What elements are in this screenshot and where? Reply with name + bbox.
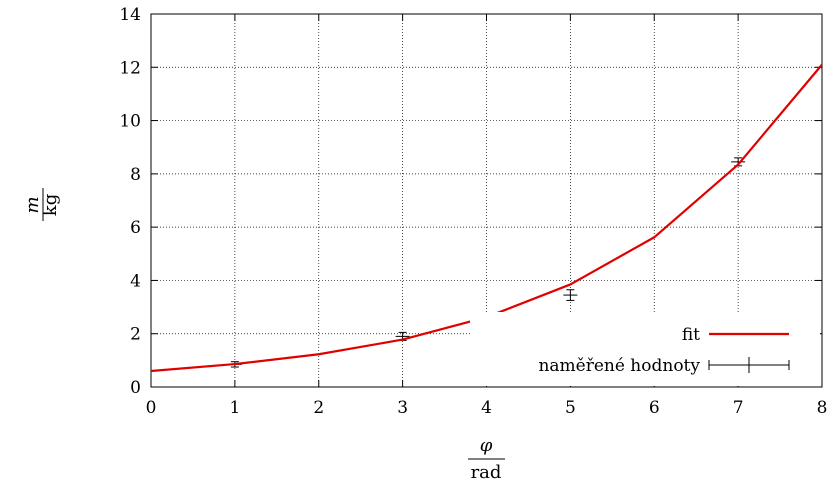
- legend-label-fit: fit: [682, 325, 700, 345]
- legend-background: [470, 312, 820, 386]
- y-tick-label: 0: [130, 378, 141, 398]
- legend-swatch-measured: [708, 357, 790, 373]
- x-axis-label-numerator: φ: [480, 435, 493, 456]
- y-axis-label: m kg: [22, 188, 61, 221]
- y-axis-label-numerator: m: [22, 196, 43, 213]
- y-tick-label: 6: [130, 218, 141, 238]
- x-tick-label: 3: [397, 398, 408, 418]
- x-tick-label: 4: [481, 398, 492, 418]
- y-tick-label: 2: [130, 325, 141, 345]
- x-axis-label: φ rad: [468, 435, 505, 483]
- legend-label-measured: naměřené hodnoty: [538, 356, 700, 376]
- y-axis-label-denominator: kg: [40, 194, 61, 216]
- x-tick-label: 7: [733, 398, 744, 418]
- legend: fit naměřené hodnoty: [470, 312, 820, 386]
- x-tick-label: 0: [146, 398, 157, 418]
- x-tick-label: 5: [565, 398, 576, 418]
- x-tick-label: 6: [649, 398, 660, 418]
- grid: [151, 14, 822, 387]
- x-tick-label: 1: [229, 398, 240, 418]
- data-point: [563, 289, 578, 301]
- y-tick-label: 8: [130, 165, 141, 185]
- y-tick-label: 12: [119, 58, 141, 78]
- y-tick-label: 14: [119, 5, 141, 25]
- y-tick-label: 10: [119, 112, 141, 132]
- x-tick-label: 8: [817, 398, 828, 418]
- x-axis-label-denominator: rad: [471, 462, 502, 483]
- x-tick-label: 2: [313, 398, 324, 418]
- y-tick-label: 4: [130, 271, 141, 291]
